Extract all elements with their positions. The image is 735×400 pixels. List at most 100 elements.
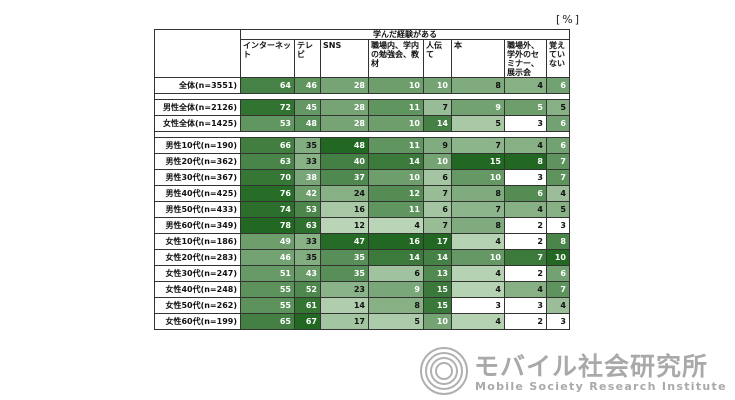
- group-header: 学んだ経験がある: [240, 29, 570, 40]
- value-cell: 49: [240, 233, 295, 250]
- table-row: 男性全体(n=2126) 72 45 28 11 7 9 5 5: [154, 99, 570, 116]
- row-label: 全体(n=3551): [154, 77, 241, 94]
- value-cell: 55: [240, 297, 295, 314]
- value-cell: 35: [294, 137, 321, 154]
- value-cell: 4: [451, 233, 505, 250]
- row-label: 女性30代(n=247): [154, 265, 241, 282]
- value-cell: 10: [423, 313, 452, 330]
- value-cell: 4: [504, 281, 547, 298]
- value-cell: 4: [546, 185, 570, 202]
- value-cell: 70: [240, 169, 295, 186]
- value-cell: 4: [504, 137, 547, 154]
- column-header-row: インターネット テレビ SNS 職場内、学内の勉強会、教材 人伝て本職場外、学外のセミナ…: [155, 39, 570, 78]
- value-cell: 10: [451, 249, 505, 266]
- row-label: 男性60代(n=349): [154, 217, 241, 234]
- value-cell: 16: [320, 201, 369, 218]
- value-cell: 10: [546, 249, 570, 266]
- value-cell: 48: [294, 115, 321, 132]
- value-cell: 28: [320, 115, 369, 132]
- value-cell: 3: [504, 115, 547, 132]
- row-label: 女性40代(n=248): [154, 281, 241, 298]
- table-row: 女性60代(n=199) 65 67 17 5 10 4 2 3: [154, 313, 570, 330]
- value-cell: 28: [320, 99, 369, 116]
- value-cell: 63: [294, 217, 321, 234]
- value-cell: 11: [368, 99, 424, 116]
- value-cell: 14: [320, 297, 369, 314]
- corner-cell: [154, 29, 241, 78]
- value-cell: 8: [368, 297, 424, 314]
- value-cell: 16: [368, 233, 424, 250]
- table-row: 女性40代(n=248) 55 52 23 9 15 4 4 7: [154, 281, 570, 298]
- logo-title: モバイル社会研究所: [474, 352, 709, 381]
- value-cell: 7: [451, 137, 505, 154]
- row-label: 男性30代(n=367): [154, 169, 241, 186]
- value-cell: 24: [320, 185, 369, 202]
- value-cell: 4: [504, 201, 547, 218]
- value-cell: 14: [423, 115, 452, 132]
- value-cell: 33: [294, 153, 321, 170]
- value-cell: 2: [504, 233, 547, 250]
- value-cell: 45: [294, 99, 321, 116]
- value-cell: 51: [240, 265, 295, 282]
- column-header: テレビ: [294, 39, 321, 78]
- value-cell: 5: [546, 99, 570, 116]
- value-cell: 6: [423, 169, 452, 186]
- value-cell: 5: [368, 313, 424, 330]
- value-cell: 67: [294, 313, 321, 330]
- value-cell: 6: [546, 77, 570, 94]
- column-header: SNS: [320, 39, 369, 78]
- row-label: 女性10代(n=186): [154, 233, 241, 250]
- table-row: 女性20代(n=283) 46 35 35 14 14 10 7 10: [154, 249, 570, 266]
- table-row: 男性60代(n=349) 78 63 12 4 7 8 2 3: [154, 217, 570, 234]
- value-cell: 15: [423, 281, 452, 298]
- column-header: 職場内、学内の勉強会、教材: [368, 39, 424, 78]
- value-cell: 7: [504, 249, 547, 266]
- value-cell: 37: [320, 169, 369, 186]
- value-cell: 7: [423, 185, 452, 202]
- value-cell: 14: [368, 249, 424, 266]
- value-cell: 4: [451, 313, 505, 330]
- row-label: 女性20代(n=283): [154, 249, 241, 266]
- row-label: 男性10代(n=190): [154, 137, 241, 154]
- row-label: 女性全体(n=1425): [154, 115, 241, 132]
- value-cell: 38: [294, 169, 321, 186]
- value-cell: 13: [423, 265, 452, 282]
- value-cell: 2: [504, 313, 547, 330]
- group-header-row: 学んだ経験がある: [154, 29, 570, 78]
- table-row: 女性50代(n=262) 55 61 14 8 15 3 3 4: [154, 297, 570, 314]
- table-row: 女性10代(n=186) 49 33 47 16 17 4 2 8: [154, 233, 570, 250]
- unit-label: [%]: [556, 13, 582, 26]
- value-cell: 8: [504, 153, 547, 170]
- value-cell: 8: [451, 185, 505, 202]
- value-cell: 61: [294, 297, 321, 314]
- column-header: インターネット: [240, 39, 295, 78]
- value-cell: 5: [451, 115, 505, 132]
- value-cell: 2: [504, 265, 547, 282]
- value-cell: 7: [546, 281, 570, 298]
- value-cell: 12: [368, 185, 424, 202]
- value-cell: 10: [368, 169, 424, 186]
- value-cell: 9: [451, 99, 505, 116]
- value-cell: 12: [320, 217, 369, 234]
- value-cell: 9: [368, 281, 424, 298]
- value-cell: 40: [320, 153, 369, 170]
- column-header: 覚えていない: [546, 39, 570, 78]
- value-cell: 6: [546, 137, 570, 154]
- value-cell: 3: [546, 313, 570, 330]
- value-cell: 4: [451, 281, 505, 298]
- value-cell: 7: [423, 217, 452, 234]
- value-cell: 64: [240, 77, 295, 94]
- table-row: 男性10代(n=190) 66 35 48 11 9 7 4 6: [154, 137, 570, 154]
- value-cell: 10: [368, 77, 424, 94]
- value-cell: 53: [294, 201, 321, 218]
- value-cell: 35: [320, 265, 369, 282]
- value-cell: 4: [451, 265, 505, 282]
- table-row: 男性50代(n=433) 74 53 16 11 6 7 4 5: [154, 201, 570, 218]
- value-cell: 4: [504, 77, 547, 94]
- row-label: 男性50代(n=433): [154, 201, 241, 218]
- value-cell: 43: [294, 265, 321, 282]
- value-cell: 11: [368, 137, 424, 154]
- value-cell: 74: [240, 201, 295, 218]
- value-cell: 10: [423, 77, 452, 94]
- column-header: 本: [451, 39, 505, 78]
